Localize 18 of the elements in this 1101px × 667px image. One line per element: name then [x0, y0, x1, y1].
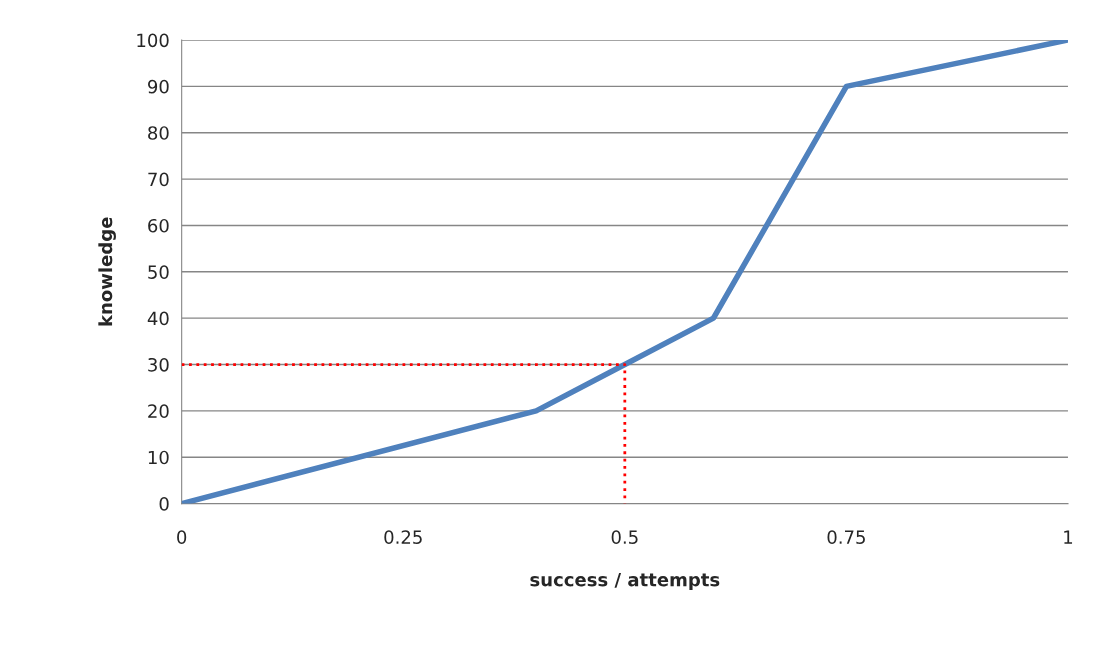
y-tick-label: 80 — [148, 126, 169, 140]
y-tick-label: 20 — [148, 404, 169, 418]
y-tick-label: 70 — [148, 172, 169, 187]
x-tick-label: 0.25 — [384, 530, 422, 544]
x-tick-label: 1 — [1064, 530, 1073, 544]
y-tick-label: 100 — [137, 33, 169, 48]
x-tick-label: 0 — [177, 530, 187, 544]
y-tick-label: 50 — [148, 265, 169, 279]
x-axis-title: success / attempts — [530, 573, 720, 590]
x-tick-label: 0.5 — [611, 530, 638, 544]
y-tick-label: 90 — [148, 79, 169, 94]
y-axis-title: knowledge — [98, 217, 116, 326]
x-tick-label: 0.75 — [827, 530, 865, 544]
y-tick-label: 0 — [159, 497, 169, 511]
y-tick-label: 40 — [147, 311, 169, 326]
y-tick-label: 30 — [148, 357, 169, 372]
y-tick-label: 10 — [148, 450, 169, 465]
y-tick-label: 60 — [148, 218, 169, 233]
